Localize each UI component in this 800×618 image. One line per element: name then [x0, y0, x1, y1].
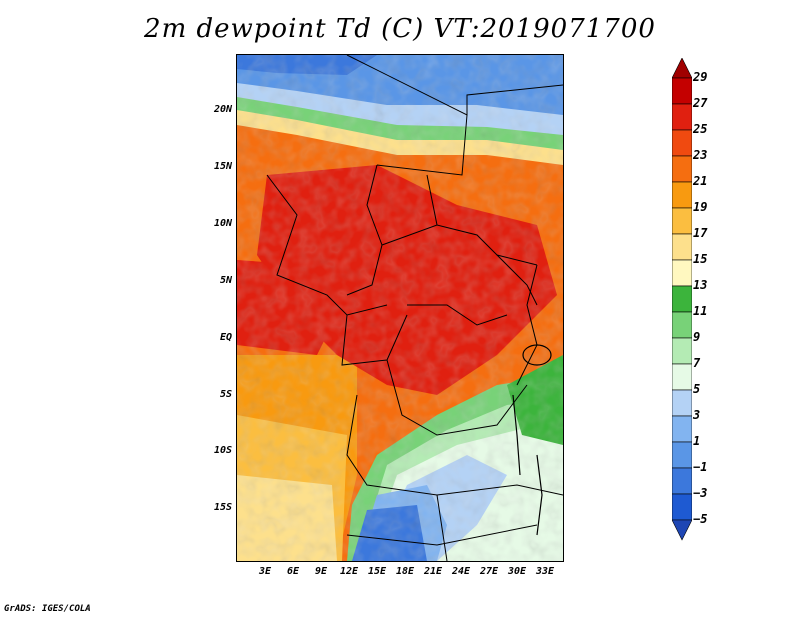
colorbar-swatch	[672, 181, 692, 209]
map-title: 2m dewpoint Td (C) VT:2019071700	[144, 14, 656, 44]
lat-label-5n: 5N	[219, 275, 232, 286]
lon-label-12e: 12E	[339, 566, 359, 577]
colorbar-swatch	[672, 233, 692, 261]
lon-label-15e: 15E	[367, 566, 387, 577]
lon-label-6e: 6E	[286, 566, 300, 577]
colorbar-swatch	[672, 519, 692, 541]
lon-label-21e: 21E	[423, 566, 443, 577]
lon-label-33e: 33E	[535, 566, 555, 577]
colorbar-label: −3	[693, 486, 708, 500]
colorbar-label: 27	[693, 96, 708, 110]
lat-label-eq: EQ	[219, 332, 232, 343]
dewpoint-map	[236, 54, 564, 562]
colorbar-swatch	[672, 311, 692, 339]
lon-label-24e: 24E	[451, 566, 471, 577]
lon-label-30e: 30E	[507, 566, 527, 577]
colorbar-swatch	[672, 58, 692, 79]
colorbar-swatch	[672, 493, 692, 521]
grads-credit: GrADS: IGES/COLA	[4, 604, 91, 614]
lat-label-15n: 15N	[213, 161, 232, 172]
colorbar-label: 25	[693, 122, 708, 136]
lon-label-18e: 18E	[395, 566, 415, 577]
colorbar-label: 21	[693, 174, 708, 188]
colorbar-label: 3	[693, 408, 701, 422]
colorbar-swatch	[672, 285, 692, 313]
colorbar-label: 5	[693, 382, 701, 396]
lat-label-15s: 15S	[213, 502, 232, 513]
colorbar-label: −5	[693, 512, 708, 526]
lon-label-9e: 9E	[314, 566, 328, 577]
colorbar-swatch	[672, 389, 692, 417]
colorbar-swatch	[672, 467, 692, 495]
colorbar-swatch	[672, 259, 692, 287]
lat-label-10n: 10N	[213, 218, 232, 229]
colorbar-label: 23	[693, 148, 708, 162]
lat-label-10s: 10S	[213, 445, 232, 456]
colorbar-label: 7	[693, 356, 701, 370]
colorbar-swatch	[672, 77, 692, 105]
colorbar-label: 15	[693, 252, 708, 266]
lat-label-5s: 5S	[219, 389, 232, 400]
colorbar-swatch	[672, 129, 692, 157]
colorbar-label: 29	[693, 70, 708, 84]
colorbar-label: 11	[693, 304, 708, 318]
colorbar-swatch	[672, 207, 692, 235]
lat-label-20n: 20N	[213, 104, 232, 115]
colorbar-swatch	[672, 103, 692, 131]
colorbar-swatch	[672, 441, 692, 469]
colorbar-swatch	[672, 415, 692, 443]
lon-label-3e: 3E	[258, 566, 272, 577]
dewpoint-field	[237, 55, 563, 561]
colorbar-swatch	[672, 337, 692, 365]
colorbar-label: 19	[693, 200, 708, 214]
colorbar-swatch	[672, 155, 692, 183]
colorbar-swatch	[672, 363, 692, 391]
colorbar-label: 17	[693, 226, 708, 240]
lon-label-27e: 27E	[479, 566, 499, 577]
colorbar-label: 13	[693, 278, 708, 292]
colorbar-label: 9	[693, 330, 701, 344]
colorbar	[672, 58, 692, 541]
colorbar-label: 1	[693, 434, 701, 448]
colorbar-label: −1	[693, 460, 708, 474]
